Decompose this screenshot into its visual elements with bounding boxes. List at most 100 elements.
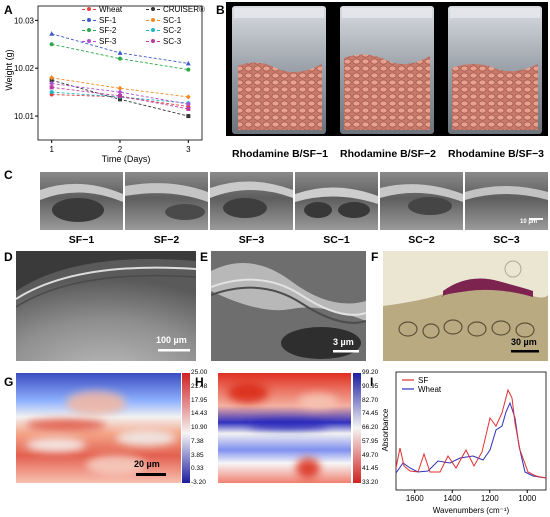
- colorbar-tick-label: 17.95: [191, 396, 208, 404]
- legend-item: CRUISER®: [146, 5, 205, 14]
- chart-i: 1600 1400 1200 1000 SF Wheat Absorbance Wav…: [381, 371, 547, 515]
- bag-photo-3: [448, 6, 542, 134]
- data-point-6-0: [49, 80, 55, 87]
- series-line-3: [51, 77, 189, 98]
- colorbar-tick-label: 74.45: [362, 410, 379, 418]
- colorbar-tick-label: 49.70: [362, 451, 379, 459]
- legend-label: SF-3: [99, 36, 117, 46]
- legend-item: Wheat: [82, 5, 122, 14]
- legend-swatch: [82, 17, 96, 22]
- legend-label: CRUISER®: [163, 5, 205, 14]
- colorbar-tick-label: -3.20: [191, 479, 206, 486]
- data-point-4-0: [49, 42, 54, 47]
- series-line-6: [51, 83, 189, 105]
- data-point-1-1: [118, 97, 122, 102]
- legend-swatch: [82, 7, 96, 12]
- sem-c-3: [210, 172, 293, 230]
- legend-item: SF-2: [82, 26, 116, 35]
- data-point-3-1: [117, 85, 123, 91]
- panel-f-micrograph: 30 µm: [383, 251, 548, 361]
- sem-c-1: [40, 172, 123, 230]
- chart-a-ytick-label: 10.02: [14, 64, 35, 73]
- colorbar-tick-label: 21.48: [191, 382, 208, 390]
- c-caption-5: SC−2: [408, 234, 435, 246]
- panel-b-photo-frame: [226, 2, 548, 136]
- panel-label-f: F: [371, 250, 379, 264]
- bag-photo-1: [232, 6, 326, 134]
- chart-a-xtick-label: 1: [49, 145, 54, 154]
- legend-item: SC-2: [146, 26, 181, 35]
- chart-a: 1 2 3 10.01 10.02 10.03 Weight (g) Time (Days…: [4, 5, 203, 164]
- b-caption-2: Rhodamine B/SF−2: [340, 148, 436, 160]
- c-caption-4: SC−1: [323, 234, 350, 246]
- e-scalebar-label: 3 µm: [333, 337, 354, 347]
- panel-label-c: C: [4, 168, 13, 182]
- data-point-6-1: [117, 89, 123, 95]
- chart-a-ylabel: Weight (g): [4, 49, 14, 90]
- panel-label-g: G: [4, 375, 14, 389]
- panel-label-e: E: [200, 250, 209, 264]
- data-point-7-2: [186, 106, 191, 111]
- series-line-7: [51, 86, 189, 110]
- g-colorbar-ticks: 25.00 21.48 17.95 14.43 10.90 7.38 3.85 0.33 -3.…: [191, 369, 221, 488]
- data-point-2-0: [49, 31, 55, 36]
- heatmap-h-image: [218, 373, 351, 483]
- panel-f-image: [383, 251, 548, 361]
- colorbar-tick-label: 7.38: [191, 437, 204, 445]
- c-caption-2: SF−2: [153, 234, 180, 246]
- legend-label: Wheat: [99, 5, 123, 14]
- chart-a-ytick-label: 10.03: [14, 16, 35, 25]
- legend-swatch: [146, 17, 160, 22]
- data-point-4-1: [118, 56, 122, 61]
- legend-swatch: [146, 7, 160, 12]
- data-point-2-1: [117, 50, 123, 55]
- legend-item: SC-1: [146, 16, 181, 25]
- c-caption-3: SF−3: [238, 234, 265, 246]
- series-line-5: [51, 91, 189, 104]
- colorbar-tick-label: 41.45: [362, 465, 379, 473]
- legend-label: SC-3: [163, 36, 182, 46]
- chart-a-series: [49, 31, 191, 119]
- series-sf-line: [395, 388, 547, 479]
- g-colorbar: [182, 373, 190, 483]
- chart-a-xtick-label: 2: [118, 145, 123, 154]
- d-scalebar-label: 100 µm: [156, 335, 187, 345]
- h-colorbar: [353, 373, 361, 483]
- bag-photo-2: [340, 6, 434, 134]
- colorbar-tick-label: 25.00: [191, 369, 208, 376]
- b-caption-1: Rhodamine B/SF−1: [232, 148, 328, 160]
- panel-h-heatmap: [218, 373, 351, 483]
- sem-c-5: [380, 172, 463, 230]
- data-point-7-0: [49, 85, 54, 90]
- colorbar-tick-label: 90.95: [362, 382, 379, 390]
- legend-item: SF-1: [82, 16, 116, 25]
- data-point-4-2: [186, 67, 191, 72]
- c-scalebar-label: 10 µm: [520, 219, 538, 225]
- h-colorbar-ticks: 99.20 90.95 82.70 74.45 66.20 57.95 49.70 41.45…: [362, 369, 392, 488]
- legend-label: SC-1: [163, 15, 182, 25]
- legend-item: SC-3: [146, 37, 181, 46]
- b-caption-3: Rhodamine B/SF−3: [448, 148, 544, 160]
- data-point-3-0: [49, 75, 55, 81]
- colorbar-tick-label: 14.43: [191, 410, 208, 418]
- panel-label-b: B: [216, 3, 225, 17]
- c-caption-1: SF−1: [68, 234, 95, 246]
- chart-a-legend: Wheat CRUISER® SF-1 SC-1 SF-2 SC-2 SF-3 SC-3: [82, 5, 210, 51]
- panel-g-heatmap: 20 µm: [16, 373, 181, 483]
- panel-e-sem: 3 µm: [211, 251, 366, 361]
- series-wheat-line: [395, 401, 547, 479]
- c-caption-6: SC−3: [493, 234, 520, 246]
- data-point-3-2: [185, 94, 191, 100]
- f-scalebar-label: 30 µm: [511, 337, 537, 347]
- panel-label-i: I: [370, 375, 374, 389]
- sem-c-2: [125, 172, 208, 230]
- chart-i-xlabel: Wavenumbers (cm⁻¹): [433, 506, 510, 515]
- chart-a-axes: 1 2 3 10.01 10.02 10.03: [14, 5, 203, 154]
- chart-i-legend: SF Wheat: [402, 376, 442, 394]
- chart-a-ytick-label: 10.01: [14, 112, 35, 121]
- data-point-6-2: [185, 101, 191, 107]
- chart-i-xtick-label: 1000: [518, 494, 536, 503]
- data-point-5-0: [49, 90, 54, 95]
- panel-d-image: [16, 251, 196, 361]
- colorbar-tick-label: 99.20: [362, 369, 379, 376]
